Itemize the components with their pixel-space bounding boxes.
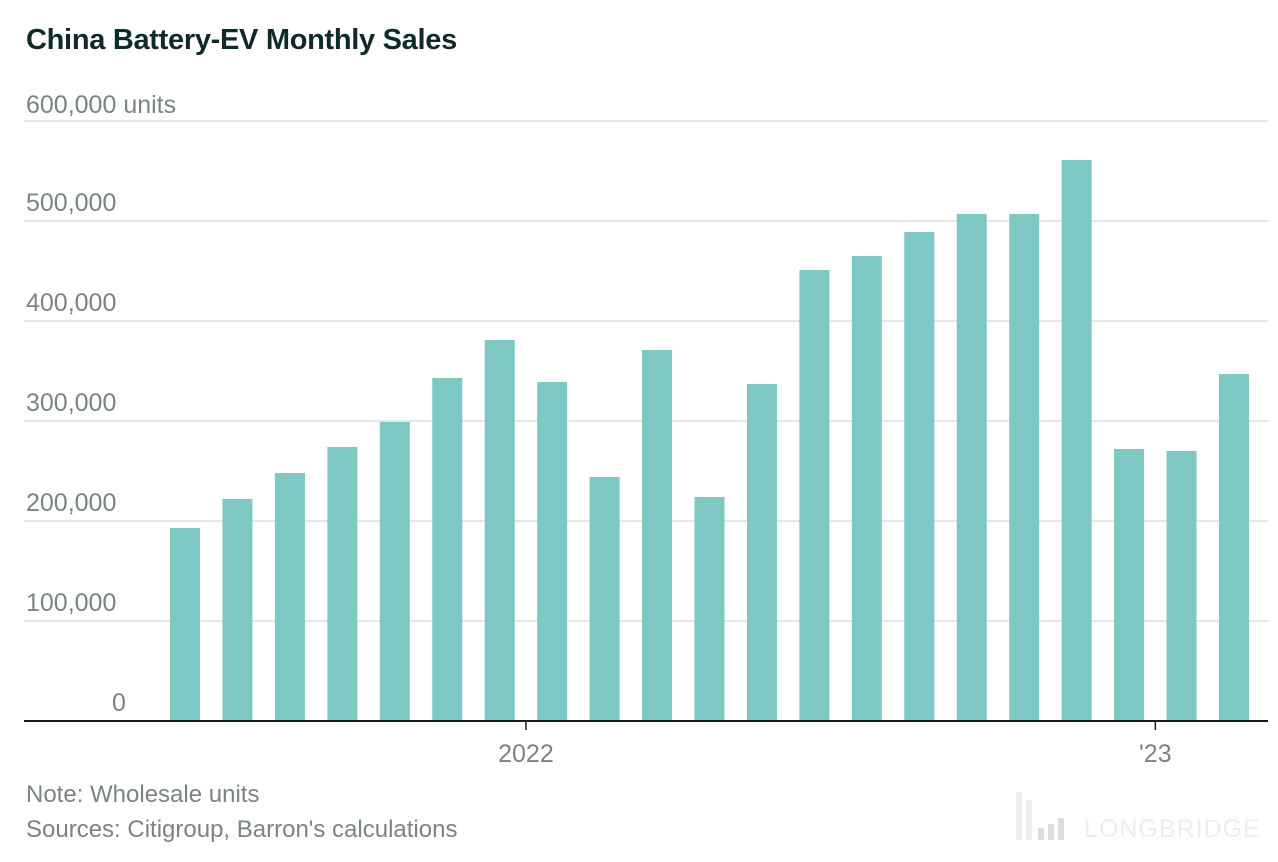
watermark-bars-icon (1016, 792, 1064, 840)
bar (170, 528, 200, 721)
bars (170, 160, 1249, 721)
bar (956, 214, 987, 721)
bar (1219, 374, 1249, 721)
bar (589, 477, 620, 721)
y-tick-label: 600,000 units (26, 91, 176, 119)
watermark-text: LONGBRIDGE (1084, 815, 1261, 843)
bar (1009, 214, 1040, 721)
bar (1061, 160, 1092, 721)
y-axis-labels: 0 100,000 200,000 300,000 400,000 500,000 600,… (26, 91, 176, 717)
chart-title: China Battery-EV Monthly Sales (26, 24, 457, 56)
bar (642, 350, 673, 721)
watermark-logo: LONGBRIDGE (1012, 790, 1262, 843)
bar (1114, 449, 1145, 721)
bar (222, 499, 253, 721)
x-tick-label: '23 (1139, 740, 1172, 768)
x-tick-label: 2022 (498, 740, 554, 768)
bar (537, 382, 568, 721)
y-tick-label: 300,000 (26, 389, 116, 417)
y-tick-label: 200,000 (26, 489, 116, 517)
bar (379, 422, 410, 721)
bar (799, 270, 830, 721)
bar (432, 378, 463, 721)
bar (1166, 451, 1197, 721)
bar (694, 497, 725, 721)
y-tick-label: 500,000 (26, 189, 116, 217)
x-axis: 2022 '23 (24, 720, 1268, 768)
bar (327, 447, 358, 721)
bar (746, 384, 777, 721)
bar (904, 232, 935, 721)
bar-chart: 0 100,000 200,000 300,000 400,000 500,000 600,… (24, 91, 1268, 768)
chart-note: Note: Wholesale units (26, 781, 260, 808)
bar (851, 256, 882, 721)
bar (484, 340, 515, 721)
y-tick-label: 400,000 (26, 289, 116, 317)
bar (274, 473, 305, 721)
chart-sources: Sources: Citigroup, Barron's calculation… (26, 816, 458, 843)
y-tick-label: 0 (112, 689, 126, 717)
y-tick-label: 100,000 (26, 589, 116, 617)
